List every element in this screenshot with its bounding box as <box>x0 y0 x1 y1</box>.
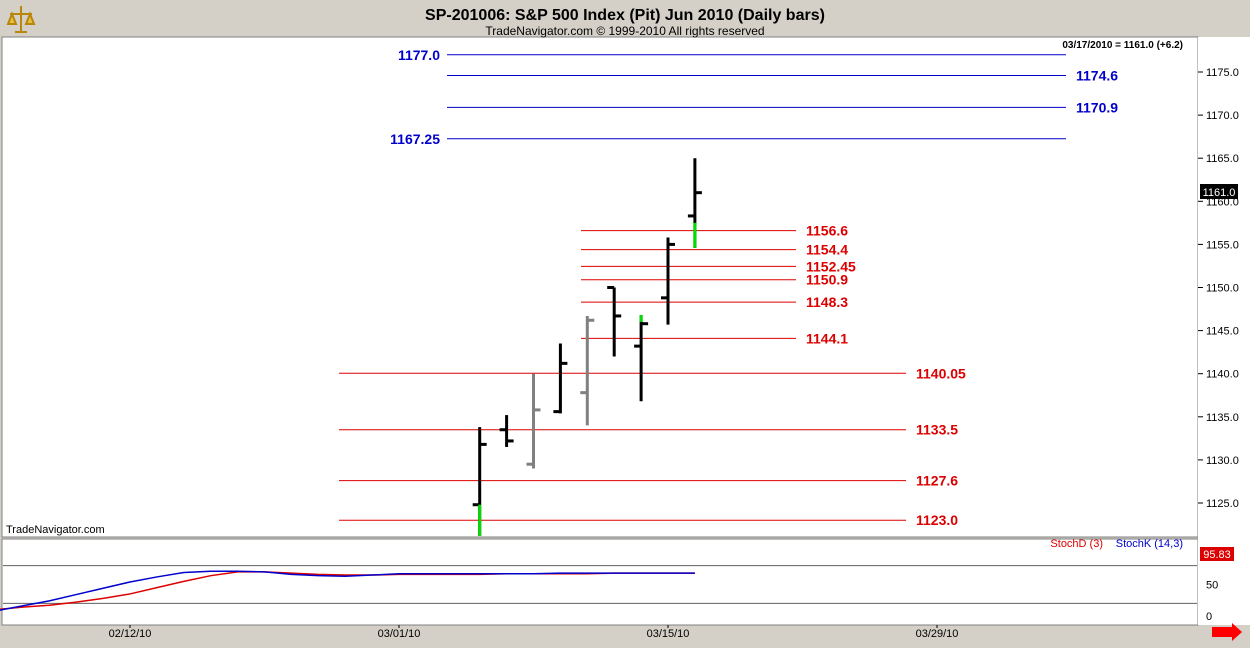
price-tick-label: 1140.0 <box>1206 369 1239 381</box>
price-bar <box>526 373 541 469</box>
price-tick-label: 1145.0 <box>1206 326 1239 338</box>
level-label: 1156.6 <box>806 223 848 239</box>
level-label: 1154.4 <box>806 242 848 258</box>
price-bar <box>634 315 649 402</box>
stochastic-lines: 0 50 <box>0 565 1218 623</box>
price-bars <box>472 158 702 536</box>
stochastic-panel <box>1 538 1199 626</box>
last-quote: 03/17/2010 = 1161.0 (+6.2) <box>1062 40 1183 51</box>
last-price-label: 1161.0 <box>1203 187 1236 199</box>
price-tick-label: 1165.0 <box>1206 153 1239 165</box>
stoch-value-tag <box>1200 547 1234 561</box>
fib-levels: 1177.01174.61170.91167.251156.61154.4115… <box>339 47 1118 528</box>
price-tick-label: 1125.0 <box>1206 498 1239 510</box>
price-tick-label: 1170.0 <box>1206 110 1239 122</box>
price-bar <box>499 415 514 447</box>
stoch-tick-label: 0 <box>1206 611 1212 623</box>
trade-navigator-logo <box>6 3 36 33</box>
stoch-tick-label: 50 <box>1206 580 1218 592</box>
price-axis: 1125.0 1130.0 1135.0 1140.0 1145.0 1150.0 1155… <box>1198 67 1239 510</box>
price-tick-label: 1135.0 <box>1206 412 1239 424</box>
price-tick-label: 1160.0 <box>1206 196 1239 208</box>
level-label: 1140.05 <box>916 365 966 381</box>
price-panel <box>1 36 1199 538</box>
stoch-value-label: 95.83 <box>1203 549 1231 561</box>
price-bar <box>580 315 595 426</box>
price-tick-label: 1150.0 <box>1206 283 1239 295</box>
date-axis: 02/12/10 03/01/10 03/15/10 03/29/10 <box>109 625 959 640</box>
date-tick-label: 03/29/10 <box>916 628 959 640</box>
date-tick-label: 03/15/10 <box>647 628 690 640</box>
level-label: 1127.6 <box>916 473 958 489</box>
watermark: TradeNavigator.com <box>6 524 105 536</box>
price-bar <box>661 237 675 325</box>
level-label: 1144.1 <box>806 330 848 346</box>
price-axis-background <box>1198 37 1250 625</box>
level-label: 1133.5 <box>916 422 958 438</box>
scroll-right-arrow-icon[interactable] <box>1212 623 1242 641</box>
stochk-line <box>0 570 695 611</box>
level-label: 1148.3 <box>806 294 848 310</box>
date-tick-label: 03/01/10 <box>378 628 421 640</box>
price-tick-label: 1155.0 <box>1206 239 1239 251</box>
price-tick-label: 1175.0 <box>1206 67 1239 79</box>
price-bar <box>553 343 568 414</box>
last-price-tag <box>1200 184 1238 199</box>
level-label: 1152.45 <box>806 258 856 274</box>
price-bar <box>687 158 702 248</box>
legend-stochk: StochK (14,3) <box>1116 538 1183 550</box>
level-label: 1167.25 <box>390 131 440 147</box>
level-label: 1177.0 <box>398 47 440 63</box>
legend-stochd: StochD (3) <box>1050 538 1103 550</box>
level-label: 1150.9 <box>806 272 848 288</box>
price-bar <box>472 427 487 536</box>
price-tick-label: 1130.0 <box>1206 455 1239 467</box>
chart-title: SP-201006: S&P 500 Index (Pit) Jun 2010 … <box>425 7 825 24</box>
chart-copyright: TradeNavigator.com © 1999-2010 All right… <box>485 24 764 38</box>
date-tick-label: 02/12/10 <box>109 628 152 640</box>
level-label: 1170.9 <box>1076 99 1118 115</box>
level-label: 1123.0 <box>916 512 958 528</box>
price-bar <box>607 286 622 357</box>
level-label: 1174.6 <box>1076 67 1118 83</box>
